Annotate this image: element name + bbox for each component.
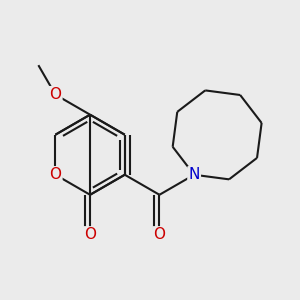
Text: O: O bbox=[153, 227, 165, 242]
Text: O: O bbox=[50, 167, 61, 182]
Text: N: N bbox=[188, 167, 200, 182]
Text: O: O bbox=[84, 227, 96, 242]
Text: O: O bbox=[50, 87, 61, 102]
